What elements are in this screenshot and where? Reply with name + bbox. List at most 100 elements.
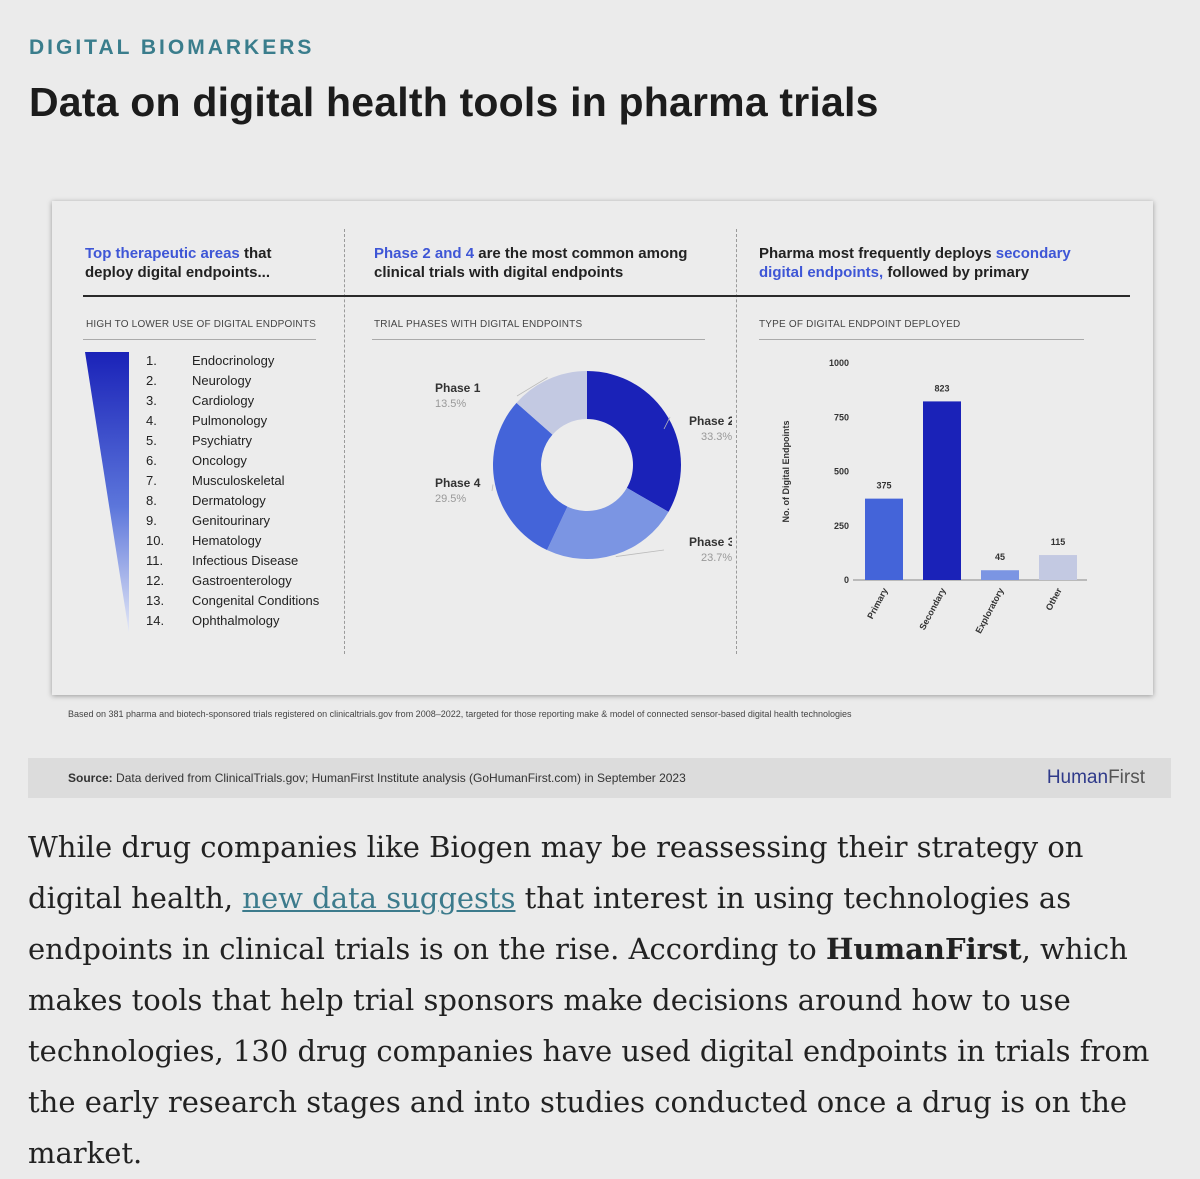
y-tick-label: 0 — [844, 575, 849, 585]
donut-leader-line — [516, 377, 548, 397]
list-item: 2. Neurology — [144, 371, 319, 391]
donut-slice-phase-4 — [493, 402, 568, 551]
list-item: 12. Gastroenterology — [144, 571, 319, 591]
middle-panel-title: Phase 2 and 4 are the most common among … — [374, 244, 687, 282]
bar-primary — [865, 498, 903, 580]
y-axis-label: No. of Digital Endpoints — [781, 421, 791, 523]
left-sublabel-rule — [83, 339, 316, 340]
rank-number: 7. — [146, 473, 157, 488]
bar-value-label: 115 — [1051, 537, 1066, 547]
list-item: 3. Cardiology — [144, 391, 319, 411]
rank-label: Oncology — [192, 453, 247, 468]
donut-slice-phase-2 — [587, 371, 681, 512]
rank-number: 3. — [146, 393, 157, 408]
x-tick-label: Primary — [865, 586, 890, 620]
rank-number: 8. — [146, 493, 157, 508]
rank-number: 13. — [146, 593, 165, 608]
section-kicker[interactable]: DIGITAL BIOMARKERS — [29, 36, 315, 59]
article-text: , which makes tools that help trial spon… — [28, 932, 1150, 1170]
right-panel-title-line2: followed by primary — [883, 264, 1030, 281]
phase-donut-chart: Phase 2 33.3% Phase 3 23.7% Phase 4 29.5% Phas… — [435, 371, 732, 564]
bar-value-label: 45 — [995, 552, 1005, 562]
article-text: that interest in using technologies as e… — [28, 881, 1072, 966]
rank-number: 10. — [146, 533, 165, 548]
source-detail: Data derived from ClinicalTrials.gov; Hu… — [112, 771, 686, 785]
rank-number: 2. — [146, 373, 157, 388]
middle-sublabel-rule — [372, 339, 705, 340]
article-paragraph: While drug companies like Biogen may be … — [28, 822, 1178, 1179]
donut-value-label: 13.5% — [435, 398, 466, 410]
logo-first: First — [1108, 767, 1145, 788]
right-panel-sublabel: TYPE OF DIGITAL ENDPOINT DEPLOYED — [759, 319, 961, 330]
x-tick-label: Exploratory — [973, 586, 1005, 635]
y-tick-label: 250 — [834, 521, 849, 531]
rank-number: 9. — [146, 513, 157, 528]
left-panel-title-text: that — [239, 245, 272, 262]
therapeutic-area-list: 1. Endocrinology 2. Neurology 3. Cardiology… — [144, 351, 319, 631]
donut-label: Phase 1 — [435, 381, 481, 395]
column-divider — [736, 229, 737, 654]
chart-footnote: Based on 381 pharma and biotech-sponsore… — [68, 709, 852, 719]
column-divider — [344, 229, 345, 654]
y-tick-label: 750 — [834, 412, 849, 422]
y-tick-label: 500 — [834, 467, 849, 477]
list-item: 1. Endocrinology — [144, 351, 319, 371]
donut-leader-line — [615, 549, 665, 557]
y-tick-label: 1000 — [829, 358, 849, 368]
page-title: Data on digital health tools in pharma t… — [29, 79, 879, 125]
list-item: 10. Hematology — [144, 531, 319, 551]
rank-label: Hematology — [192, 533, 262, 548]
rank-label: Musculoskeletal — [192, 473, 285, 488]
ranking-wedge-graphic — [85, 352, 129, 633]
bar-exploratory — [981, 570, 1019, 580]
donut-value-label: 33.3% — [701, 431, 732, 443]
rank-label: Congenital Conditions — [192, 593, 320, 608]
left-panel-title: Top therapeutic areas that deploy digita… — [85, 244, 271, 282]
rank-label: Genitourinary — [192, 513, 271, 528]
source-label: Source: — [68, 771, 113, 785]
rank-label: Gastroenterology — [192, 573, 292, 588]
list-item: 4. Pulmonology — [144, 411, 319, 431]
article-bold-company: HumanFirst — [825, 932, 1022, 966]
middle-panel-sublabel: TRIAL PHASES WITH DIGITAL ENDPOINTS — [374, 319, 583, 330]
middle-panel-title-highlight: Phase 2 and 4 — [374, 245, 475, 262]
right-panel-title-text: Pharma most frequently deploys — [759, 245, 996, 262]
donut-slice-phase-1 — [516, 371, 587, 435]
left-panel-title-line2: deploy digital endpoints... — [85, 264, 271, 281]
list-item: 7. Musculoskeletal — [144, 471, 319, 491]
bar-value-label: 375 — [876, 481, 891, 491]
infographic-card: Top therapeutic areas that deploy digita… — [52, 201, 1153, 695]
donut-leader-line — [491, 484, 494, 492]
left-panel-title-highlight: Top therapeutic areas — [85, 245, 240, 262]
donut-label: Phase 2 — [689, 414, 732, 428]
bar-value-label: 823 — [934, 383, 949, 393]
source-bar: Source: Data derived from ClinicalTrials… — [28, 758, 1171, 798]
rank-number: 1. — [146, 353, 157, 368]
new-data-link[interactable]: new data suggests — [242, 881, 516, 915]
endpoint-bar-chart: 0 250 500 750 1000 No. of Digital Endpoints 37… — [781, 358, 1087, 635]
x-tick-label: Secondary — [917, 586, 947, 631]
rank-label: Cardiology — [192, 393, 255, 408]
list-item: 5. Psychiatry — [144, 431, 319, 451]
list-item: 9. Genitourinary — [144, 511, 319, 531]
x-tick-label: Other — [1044, 586, 1064, 612]
rank-label: Pulmonology — [192, 413, 268, 428]
list-item: 8. Dermatology — [144, 491, 319, 511]
list-item: 11. Infectious Disease — [144, 551, 319, 571]
donut-value-label: 29.5% — [435, 493, 466, 505]
rank-label: Endocrinology — [192, 353, 275, 368]
right-panel-title-highlight-2: digital endpoints, — [759, 264, 884, 281]
donut-leader-line — [663, 416, 671, 430]
rank-label: Dermatology — [192, 493, 266, 508]
rank-label: Ophthalmology — [192, 613, 280, 628]
middle-panel-title-text: are the most common among — [474, 245, 688, 262]
rank-label: Neurology — [192, 373, 252, 388]
right-sublabel-rule — [759, 339, 1084, 340]
rank-label: Infectious Disease — [192, 553, 299, 568]
donut-value-label: 23.7% — [701, 552, 732, 564]
list-item: 14. Ophthalmology — [144, 611, 319, 631]
list-item: 6. Oncology — [144, 451, 319, 471]
donut-slice-phase-3 — [546, 487, 669, 559]
rank-number: 11. — [146, 553, 164, 568]
right-panel-title: Pharma most frequently deploys secondary… — [759, 244, 1071, 282]
